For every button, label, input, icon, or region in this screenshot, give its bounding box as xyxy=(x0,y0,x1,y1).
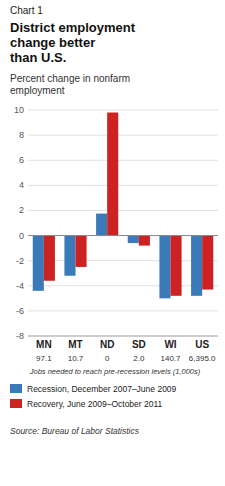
bar xyxy=(64,236,75,276)
category-note: 0 xyxy=(105,354,110,363)
x-tick-label: MN xyxy=(36,339,52,350)
bar xyxy=(76,236,87,267)
subtitle: Percent change in nonfarmemployment xyxy=(10,73,130,96)
text-line: than U.S. xyxy=(10,50,66,65)
bar xyxy=(44,236,55,281)
legend-swatch xyxy=(10,384,22,393)
category-note: 140.7 xyxy=(160,354,181,363)
chart: Chart 1 District employmentchange bettert… xyxy=(0,0,225,486)
y-tick-label: 8 xyxy=(19,130,24,140)
title: District employmentchange betterthan U.S… xyxy=(10,20,136,65)
x-tick-label: SD xyxy=(132,339,146,350)
y-axis: -8 -6 -4 -2 0 2 4 6 8 10 xyxy=(14,105,218,341)
y-tick-label: -8 xyxy=(16,331,24,341)
y-tick-label: 10 xyxy=(14,105,24,115)
bars xyxy=(33,113,214,299)
notes-caption: Jobs needed to reach pre-recession level… xyxy=(29,367,201,376)
y-tick-label: 2 xyxy=(19,205,24,215)
bar xyxy=(139,236,150,246)
grid-line xyxy=(28,110,218,111)
x-tick-label: US xyxy=(195,339,209,350)
bar xyxy=(128,236,139,244)
grid-line xyxy=(28,235,218,236)
text-line: District employment xyxy=(10,20,136,35)
y-tick-label: 6 xyxy=(19,155,24,165)
text-line: employment xyxy=(10,85,65,96)
legend-entry: Recovery, June 2009–October 2011 xyxy=(27,399,163,409)
y-tick-label: 0 xyxy=(19,231,24,241)
x-tick-label: WI xyxy=(164,339,176,350)
y-tick-label: -6 xyxy=(16,306,24,316)
grid-line xyxy=(28,310,218,311)
grid-line xyxy=(28,260,218,261)
bar xyxy=(96,214,107,236)
y-tick-label: -4 xyxy=(16,281,24,291)
category-note: 2.0 xyxy=(133,354,145,363)
bar xyxy=(159,236,170,299)
text-line: Percent change in nonfarm xyxy=(10,73,130,84)
text-line: change better xyxy=(10,35,95,50)
bar xyxy=(171,236,182,296)
chart-number: Chart 1 xyxy=(10,5,43,16)
bar xyxy=(202,236,213,290)
category-note: 10.7 xyxy=(68,354,84,363)
y-tick-label: -2 xyxy=(16,256,24,266)
category-note: 97.1 xyxy=(36,354,52,363)
background xyxy=(0,0,225,486)
legend-entry: Recession, December 2007–June 2009 xyxy=(27,384,177,394)
legend: Recession, December 2007–June 2009 Recove… xyxy=(10,384,177,409)
grid-line xyxy=(28,285,218,286)
bar xyxy=(191,236,202,296)
grid-line xyxy=(28,160,218,161)
x-tick-label: ND xyxy=(100,339,114,350)
x-tick-label: MT xyxy=(68,339,82,350)
legend-swatch xyxy=(10,399,22,408)
x-axis-line xyxy=(28,336,218,337)
grid-line xyxy=(28,210,218,211)
bar xyxy=(107,113,118,236)
zero-line xyxy=(28,235,218,236)
grid-line xyxy=(28,336,218,337)
category-note: 6,395.0 xyxy=(189,354,216,363)
grid-line xyxy=(28,185,218,186)
grid-line xyxy=(28,135,218,136)
y-tick-label: 4 xyxy=(19,180,24,190)
bar xyxy=(33,236,44,291)
source: Source: Bureau of Labor Statistics xyxy=(10,426,140,436)
